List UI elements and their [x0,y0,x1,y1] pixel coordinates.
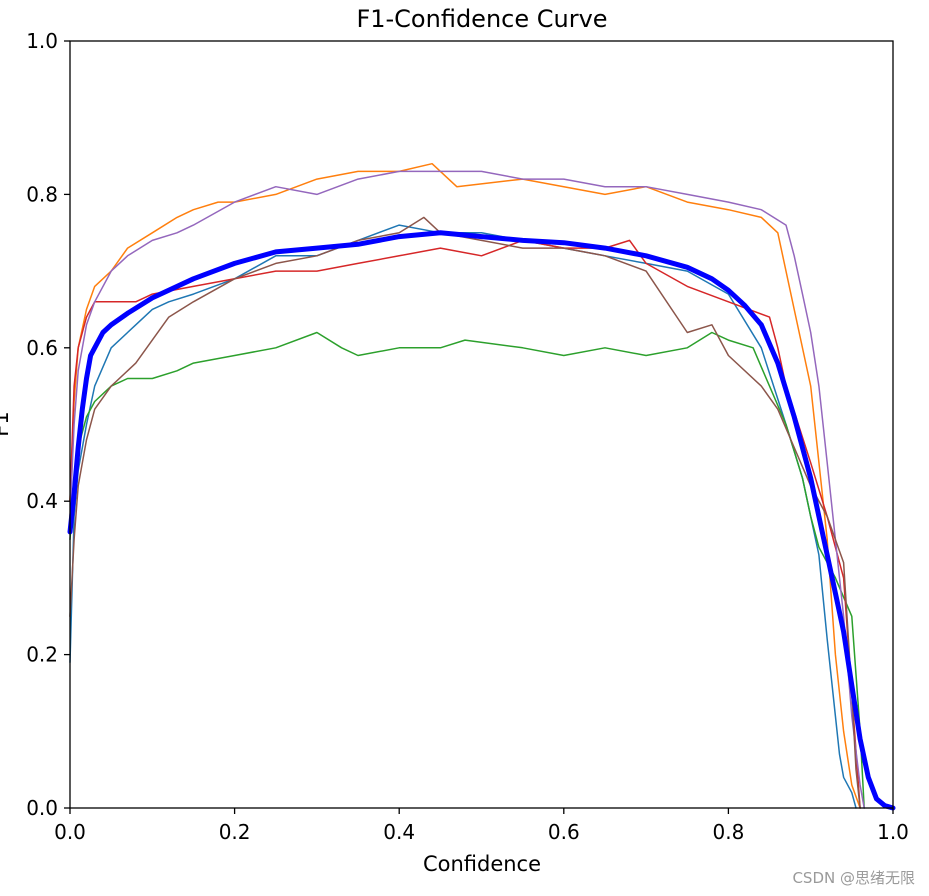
y-axis-ticks: 0.0 0.2 0.4 0.6 0.8 1.0 [26,29,70,820]
x-axis-ticks: 0.0 0.2 0.4 0.6 0.8 1.0 [54,808,909,844]
watermark: CSDN @思绪无限 [792,869,915,887]
series-line-3 [69,331,865,809]
plot-frame [69,40,894,809]
series-line-2 [69,162,861,809]
plot-lines [67,162,896,811]
x-tick-label: 0.4 [383,820,415,844]
chart-title: F1-Confidence Curve [356,5,607,33]
y-tick-label: 0.2 [26,643,58,667]
series-line-1 [69,224,857,809]
y-tick-label: 0.4 [26,489,58,513]
x-tick-label: 0.6 [548,820,580,844]
y-tick-label: 0.8 [26,182,58,206]
y-tick-label: 0.0 [26,796,58,820]
y-tick-label: 1.0 [26,29,58,53]
x-tick-label: 0.0 [54,820,86,844]
series-line-7 [67,230,896,811]
x-tick-label: 0.8 [712,820,744,844]
y-axis-label: F1 [0,411,13,436]
x-tick-label: 0.2 [219,820,251,844]
y-tick-label: 0.6 [26,336,58,360]
series-line-4 [69,239,861,809]
x-axis-label: Confidence [423,852,541,876]
x-tick-label: 1.0 [877,820,909,844]
series-line-5 [69,170,865,809]
